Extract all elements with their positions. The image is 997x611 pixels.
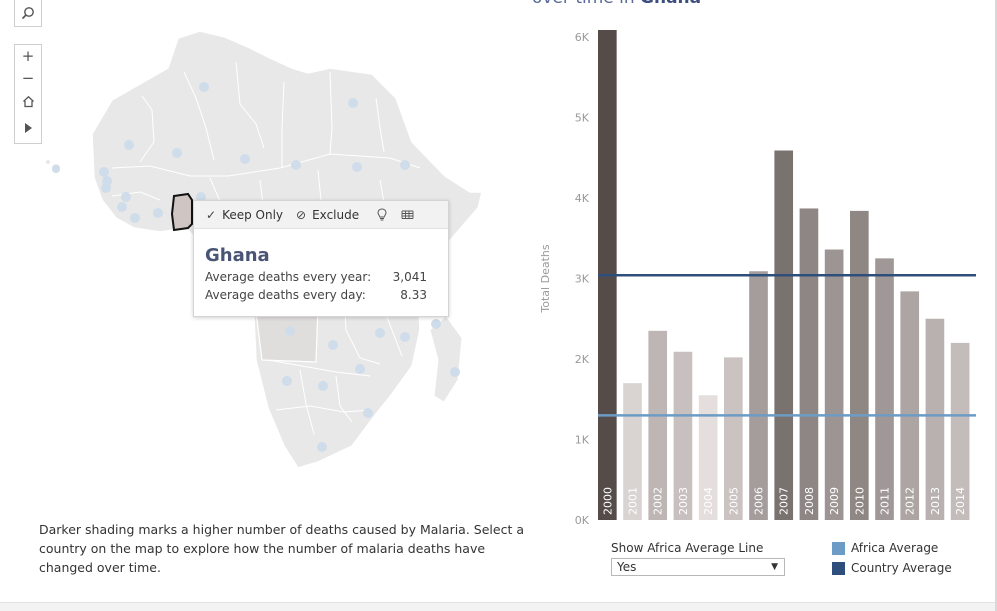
chart-title-prefix: over time in — [532, 0, 640, 8]
y-tick-label: 4K — [575, 192, 590, 205]
bar-2007[interactable] — [774, 150, 794, 520]
tooltip-row-label: Average deaths every year: — [205, 270, 372, 284]
chart-title: over time in Ghana — [532, 0, 701, 8]
legend-item-country-average: Country Average — [832, 561, 952, 575]
bar-2011[interactable] — [875, 258, 894, 520]
bar-2008[interactable] — [799, 208, 819, 520]
plus-icon: + — [21, 46, 35, 65]
exclude-icon: ⊘ — [296, 207, 307, 222]
bar-2006[interactable] — [749, 271, 768, 520]
legend-swatch — [832, 541, 845, 555]
keep-only-label: Keep Only — [222, 207, 284, 222]
minus-icon: − — [21, 68, 35, 87]
check-icon: ✓ — [206, 207, 217, 222]
y-axis-label: Total Deaths — [539, 244, 552, 313]
bar-2002[interactable] — [648, 330, 668, 520]
y-tick-label: 1K — [575, 434, 590, 447]
x-tick-label: 2008 — [803, 487, 816, 515]
chart-title-country: Ghana — [640, 0, 701, 8]
tooltip-country-name: Ghana — [205, 245, 270, 266]
bar-2001[interactable] — [623, 383, 642, 520]
country-centroid-markers — [52, 82, 460, 452]
x-tick-label: 2004 — [702, 487, 715, 515]
divider — [0, 602, 997, 603]
divider — [995, 0, 997, 611]
keep-only-button[interactable]: ✓ Keep Only — [206, 208, 283, 222]
map-toolbar: + − — [14, 44, 42, 144]
tooltip-row-yearly: Average deaths every year: 3,041 — [205, 270, 437, 284]
country-ghana[interactable] — [170, 192, 193, 232]
africa-average-dropdown[interactable]: Yes ▼ — [611, 558, 785, 576]
zoom-out-button[interactable]: − — [15, 67, 41, 89]
x-tick-label: 2006 — [753, 487, 766, 515]
zoom-in-button[interactable]: + — [15, 45, 41, 67]
x-tick-label: 2009 — [828, 487, 841, 515]
lightbulb-icon — [377, 208, 387, 221]
view-data-icon — [401, 210, 414, 219]
reset-map-button[interactable] — [15, 90, 41, 112]
map-play-button[interactable] — [15, 117, 41, 139]
x-tick-label: 2012 — [904, 487, 917, 515]
y-tick-label: 2K — [575, 353, 590, 366]
tooltip-row-label: Average deaths every day: — [205, 288, 366, 302]
bar-2005[interactable] — [724, 357, 743, 520]
x-tick-label: 2011 — [879, 487, 892, 515]
home-icon — [22, 95, 34, 107]
bar-2013[interactable] — [925, 318, 945, 520]
map-search-button[interactable] — [14, 0, 42, 27]
deaths-bar-chart: 0K 1K 2K 3K 4K 5K 6K Total Deaths 2000 2001 2002 20… — [539, 30, 976, 527]
tooltip-row-value: 8.33 — [400, 288, 427, 302]
view-data-button[interactable] — [401, 210, 414, 220]
x-tick-label: 2002 — [652, 487, 665, 515]
search-icon — [21, 7, 34, 20]
bar-2004[interactable] — [698, 395, 718, 520]
y-tick-label: 5K — [575, 112, 590, 125]
legend-label: Africa Average — [851, 541, 939, 555]
x-tick-label: 2003 — [677, 487, 690, 515]
tooltip-row-daily: Average deaths every day: 8.33 — [205, 288, 437, 302]
bottom-bar — [0, 603, 997, 611]
map-tooltip: ✓ Keep Only ⊘ Exclude Ghana Average deat… — [193, 200, 449, 317]
exclude-label: Exclude — [312, 207, 360, 222]
x-tick-label: 2013 — [929, 487, 942, 515]
filter-label: Show Africa Average Line — [611, 541, 764, 555]
legend-swatch — [832, 561, 845, 575]
tooltip-actions: ✓ Keep Only ⊘ Exclude — [194, 201, 448, 229]
bar-2012[interactable] — [900, 291, 920, 520]
bar-2003[interactable] — [673, 351, 693, 520]
tooltip-row-value: 3,041 — [392, 270, 427, 284]
x-tick-label: 2000 — [601, 487, 614, 515]
chevron-down-icon: ▼ — [771, 562, 778, 572]
y-tick-label: 3K — [575, 273, 590, 286]
x-tick-label: 2005 — [727, 487, 740, 515]
x-tick-label: 2007 — [778, 487, 791, 515]
legend-label: Country Average — [851, 561, 952, 575]
legend-item-africa-average: Africa Average — [832, 541, 938, 555]
map-description: Darker shading marks a higher number of … — [39, 522, 524, 575]
y-tick-label: 6K — [575, 31, 590, 44]
y-tick-label: 0K — [575, 514, 590, 527]
play-icon — [25, 123, 32, 133]
bar-2014[interactable] — [950, 342, 970, 520]
dropdown-value: Yes — [617, 560, 637, 574]
x-tick-label: 2010 — [853, 487, 866, 515]
create-group-button[interactable] — [377, 208, 387, 221]
exclude-button[interactable]: ⊘ Exclude — [296, 208, 359, 222]
bar-2010[interactable] — [850, 210, 869, 520]
x-tick-label: 2001 — [627, 487, 640, 515]
bar-2009[interactable] — [824, 249, 844, 520]
x-tick-label: 2014 — [954, 487, 967, 515]
